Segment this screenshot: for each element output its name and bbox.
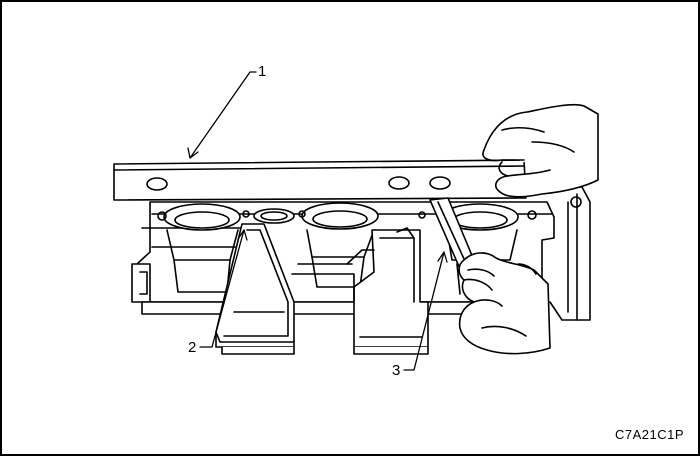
hand-lower bbox=[458, 252, 551, 355]
port-walls bbox=[166, 229, 518, 295]
callout-1-label: 1 bbox=[258, 63, 267, 80]
intake-ports bbox=[157, 202, 537, 231]
callout-2-label: 2 bbox=[188, 339, 197, 356]
straightedge bbox=[113, 159, 527, 201]
runner-right bbox=[291, 227, 429, 355]
leader-lines bbox=[187, 71, 448, 371]
figure-code: C7A21C1P bbox=[614, 427, 684, 442]
callout-3-label: 3 bbox=[392, 362, 401, 379]
hand-upper bbox=[482, 103, 599, 198]
runner-left bbox=[215, 223, 295, 355]
